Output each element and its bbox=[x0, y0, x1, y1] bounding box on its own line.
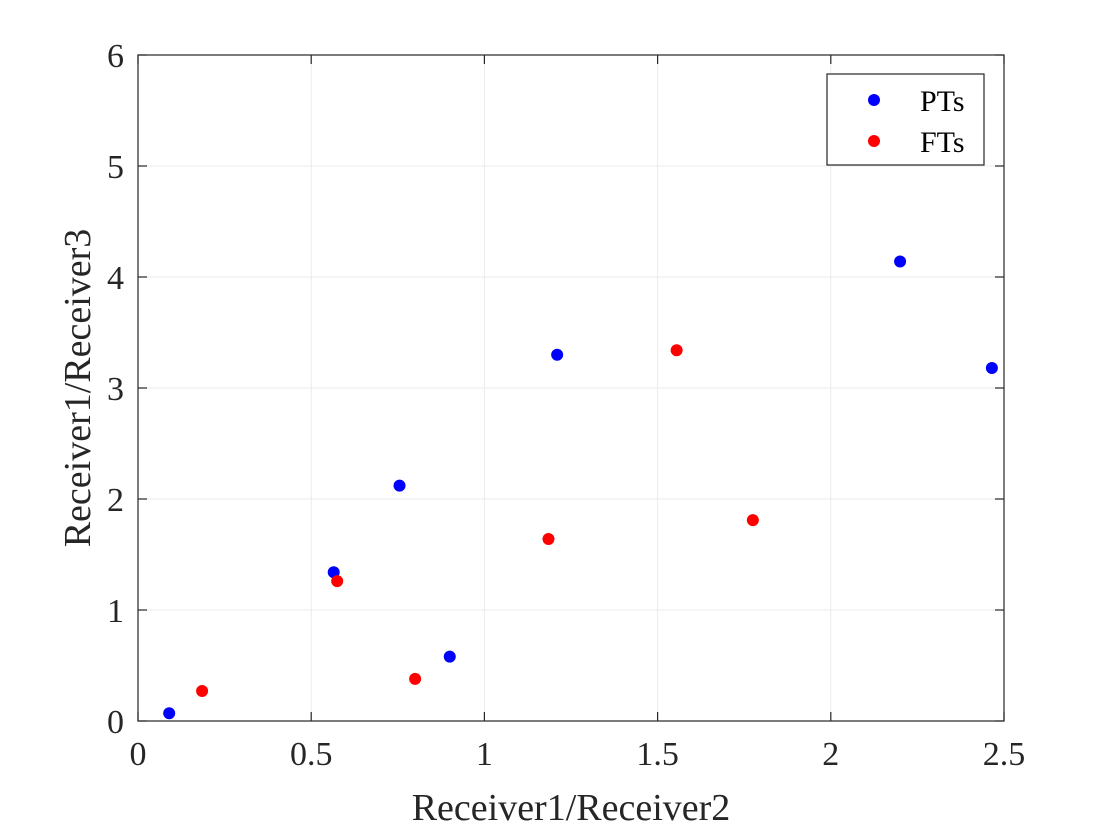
data-point-fts bbox=[670, 344, 683, 357]
grid-lines bbox=[138, 55, 1004, 721]
x-tick-label: 1.5 bbox=[636, 736, 679, 773]
y-tick-label: 3 bbox=[107, 371, 124, 408]
data-point-pts bbox=[985, 362, 998, 375]
data-point-fts bbox=[542, 532, 555, 545]
data-point-pts bbox=[393, 479, 406, 492]
x-tick-label: 2 bbox=[822, 736, 839, 773]
y-axis-ticks: 0 1 2 3 4 5 6 bbox=[107, 38, 1004, 741]
y-tick-label: 6 bbox=[107, 38, 124, 75]
legend-box bbox=[826, 73, 985, 166]
data-point-fts bbox=[746, 514, 759, 527]
data-point-pts bbox=[894, 255, 907, 268]
plot-frame bbox=[137, 54, 1005, 722]
legend-marker-pts bbox=[868, 94, 880, 106]
data-point-fts bbox=[409, 672, 422, 685]
x-tick-label: 1 bbox=[476, 736, 493, 773]
y-tick-label: 1 bbox=[107, 593, 124, 630]
x-tick-label: 2.5 bbox=[983, 736, 1026, 773]
y-tick-label: 0 bbox=[107, 704, 124, 741]
y-tick-label: 2 bbox=[107, 482, 124, 519]
x-tick-label: 0 bbox=[130, 736, 147, 773]
legend-label-fts: FTs bbox=[920, 126, 965, 159]
data-point-fts bbox=[331, 575, 344, 588]
data-point-pts bbox=[551, 348, 564, 361]
y-tick-label: 4 bbox=[107, 260, 124, 297]
legend-label-pts: PTs bbox=[920, 85, 965, 118]
y-tick-label: 5 bbox=[107, 149, 124, 186]
data-points bbox=[163, 255, 998, 720]
y-axis-title: Receiver1/Receiver3 bbox=[57, 229, 99, 548]
x-axis-title: Receiver1/Receiver2 bbox=[412, 787, 731, 829]
data-point-fts bbox=[196, 685, 209, 698]
data-point-pts bbox=[443, 650, 456, 663]
legend-marker-fts bbox=[868, 135, 880, 147]
x-tick-label: 0.5 bbox=[290, 736, 333, 773]
data-point-pts bbox=[163, 707, 176, 720]
legend: PTs FTs bbox=[826, 73, 985, 166]
